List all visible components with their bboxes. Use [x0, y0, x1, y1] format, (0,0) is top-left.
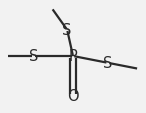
Text: P: P [69, 49, 77, 64]
Text: S: S [29, 49, 38, 64]
Text: S: S [62, 23, 72, 38]
Text: S: S [103, 56, 113, 71]
Text: O: O [67, 89, 79, 104]
